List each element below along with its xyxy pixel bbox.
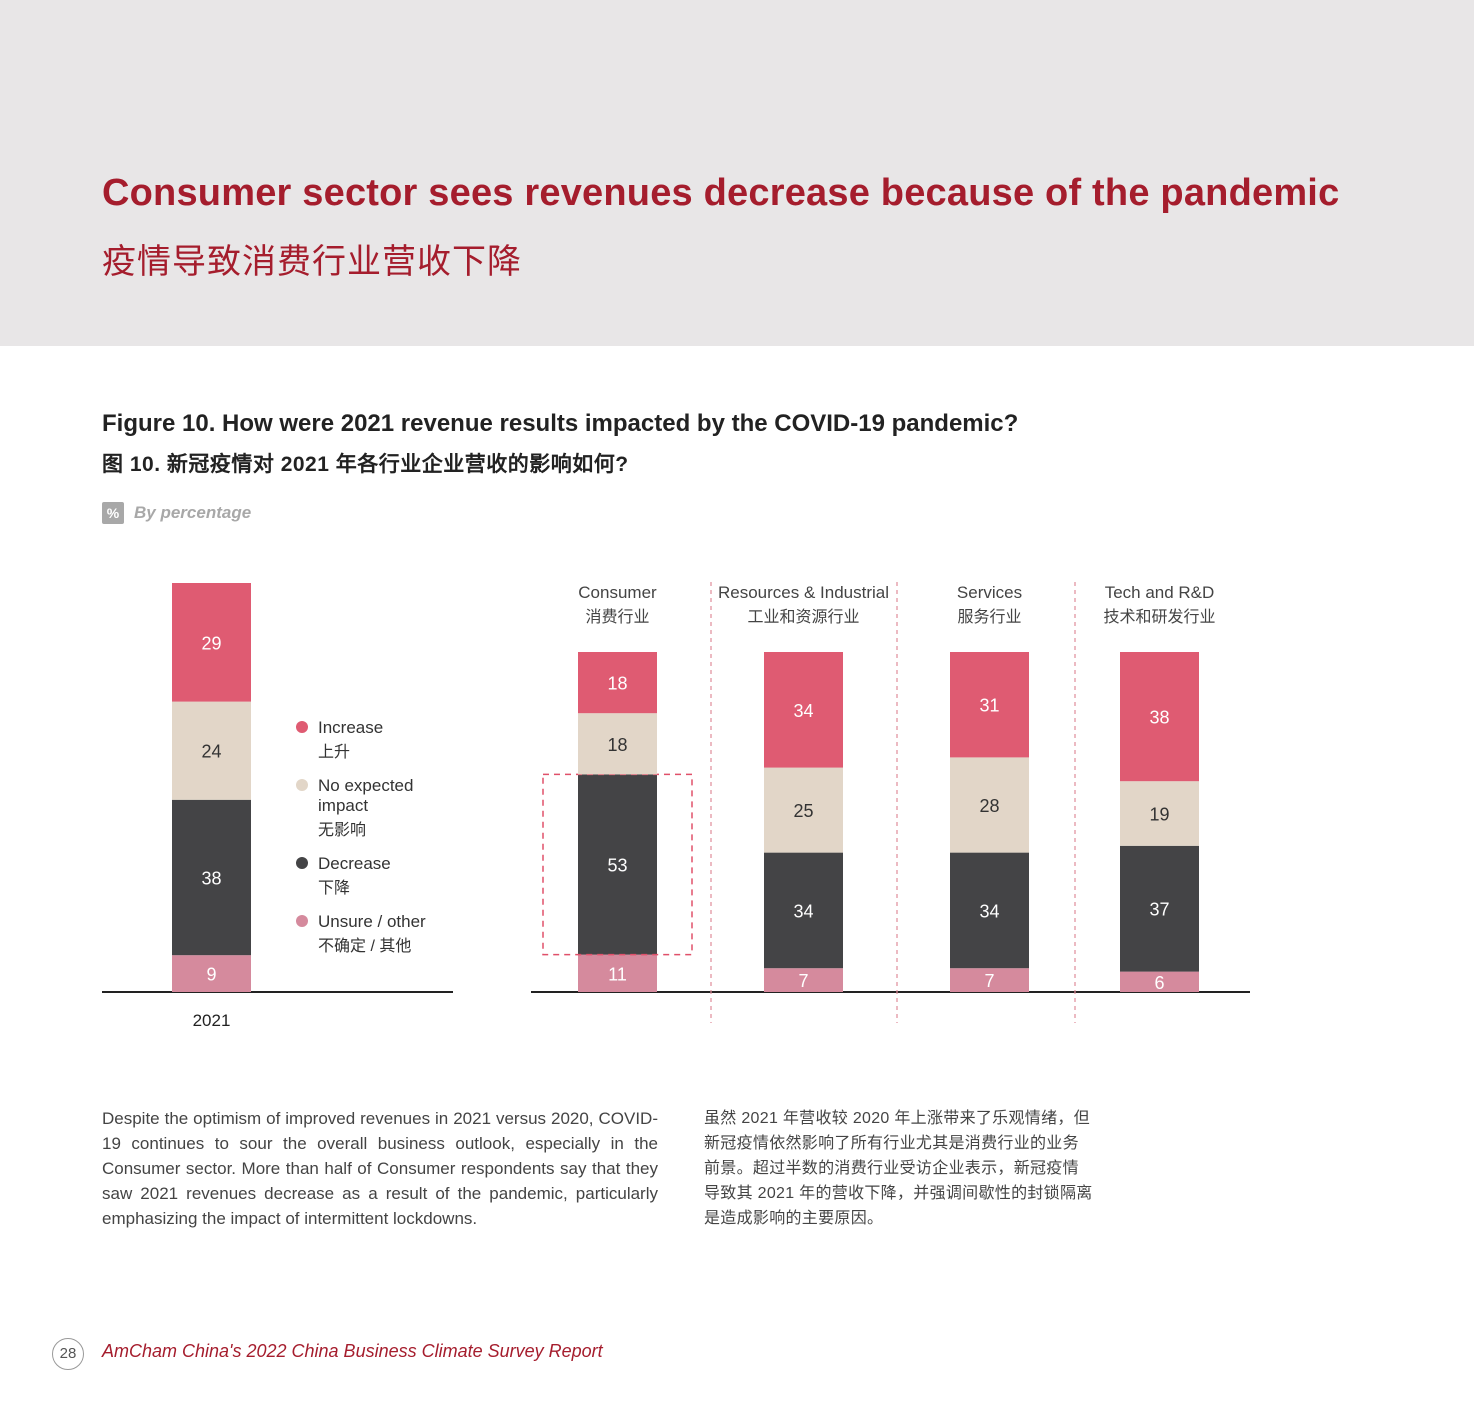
bar-segment-increase xyxy=(764,652,843,768)
data-label-decrease: 37 xyxy=(1149,900,1169,920)
bar-segment-2021-decrease xyxy=(172,799,251,956)
bar-segment-unsure xyxy=(1120,971,1199,992)
category-label-cn: 服务行业 xyxy=(957,608,1021,626)
bar-segment-increase xyxy=(1120,652,1199,782)
bar-segment-increase xyxy=(950,652,1029,758)
body-text-en: Despite the optimism of improved revenue… xyxy=(102,1109,658,1228)
data-label-2021-unsure: 9 xyxy=(206,965,216,985)
figure-title: Figure 10. How were 2021 revenue results… xyxy=(102,410,1019,437)
percent-icon: % xyxy=(102,502,124,524)
header-band xyxy=(0,0,1474,346)
data-label-unsure: 6 xyxy=(1154,973,1164,993)
bar-segment-decrease xyxy=(764,852,843,969)
legend-marker-unsure xyxy=(296,915,308,927)
legend-label-no_impact: No expected xyxy=(318,776,413,795)
legend-label-increase: Increase xyxy=(318,718,383,737)
unit-label: By percentage xyxy=(134,503,252,522)
bar-segment-no_impact xyxy=(950,757,1029,853)
bar-segment-2021-increase xyxy=(172,583,251,702)
page-number: 28 xyxy=(52,1338,84,1370)
legend-marker-decrease xyxy=(296,857,308,869)
data-label-decrease: 53 xyxy=(607,856,627,876)
category-label: Consumer xyxy=(578,583,657,602)
legend-label-cn-increase: 上升 xyxy=(318,743,350,761)
bar-segment-no_impact xyxy=(578,713,657,775)
figure-title-cn: 图 10. 新冠疫情对 2021 年各行业企业营收的影响如何? xyxy=(102,453,629,476)
bar-segment-decrease xyxy=(1120,845,1199,972)
data-label-no_impact: 19 xyxy=(1149,805,1169,825)
data-label-2021-increase: 29 xyxy=(201,633,221,653)
data-label-increase: 38 xyxy=(1149,708,1169,728)
bar-segment-decrease xyxy=(578,774,657,955)
data-label-decrease: 34 xyxy=(793,901,813,921)
category-label: Tech and R&D xyxy=(1105,583,1215,602)
bar-segment-decrease xyxy=(950,852,1029,969)
legend-label-unsure: Unsure / other xyxy=(318,912,426,931)
bar-segment-unsure xyxy=(578,954,657,992)
category-label-cn: 技术和研发行业 xyxy=(1103,608,1215,626)
bar-segment-2021-no_impact xyxy=(172,701,251,800)
bar-segment-2021-unsure xyxy=(172,955,251,992)
legend-marker-increase xyxy=(296,721,308,733)
data-label-unsure: 7 xyxy=(798,971,808,991)
data-label-2021-no_impact: 24 xyxy=(201,742,221,762)
legend-label-no_impact: impact xyxy=(318,796,368,815)
data-label-2021-decrease: 38 xyxy=(201,868,221,888)
data-label-increase: 31 xyxy=(979,696,999,716)
bar-segment-increase xyxy=(578,652,657,714)
data-label-unsure: 7 xyxy=(984,971,994,991)
category-label: Resources & Industrial xyxy=(718,583,889,602)
bar-segment-unsure xyxy=(764,968,843,992)
legend-marker-no_impact xyxy=(296,779,308,791)
bar-segment-no_impact xyxy=(1120,781,1199,846)
data-label-increase: 34 xyxy=(793,701,813,721)
data-label-increase: 18 xyxy=(607,674,627,694)
x-tick-label: 2021 xyxy=(193,1011,231,1030)
category-label-cn: 工业和资源行业 xyxy=(747,608,859,626)
footer-report-title: AmCham China's 2022 China Business Clima… xyxy=(102,1341,603,1361)
category-label: Services xyxy=(957,583,1022,602)
data-label-no_impact: 18 xyxy=(607,735,627,755)
page-title-cn: 疫情导致消费行业营收下降 xyxy=(102,243,522,281)
body-text-cn: 虽然 2021 年营收较 2020 年上涨带来了乐观情绪，但新冠疫情依然影响了所… xyxy=(704,1110,1093,1227)
legend-label-cn-no_impact: 无影响 xyxy=(318,821,366,839)
category-label-cn: 消费行业 xyxy=(585,608,649,626)
bar-segment-no_impact xyxy=(764,767,843,853)
data-label-unsure: 11 xyxy=(608,964,627,984)
legend-label-decrease: Decrease xyxy=(318,854,391,873)
data-label-no_impact: 28 xyxy=(979,796,999,816)
bar-segment-unsure xyxy=(950,968,1029,992)
legend-label-cn-decrease: 下降 xyxy=(318,879,350,897)
data-label-no_impact: 25 xyxy=(793,801,813,821)
legend-label-cn-unsure: 不确定 / 其他 xyxy=(318,937,411,955)
page-title: Consumer sector sees revenues decrease b… xyxy=(102,172,1340,214)
data-label-decrease: 34 xyxy=(979,901,999,921)
